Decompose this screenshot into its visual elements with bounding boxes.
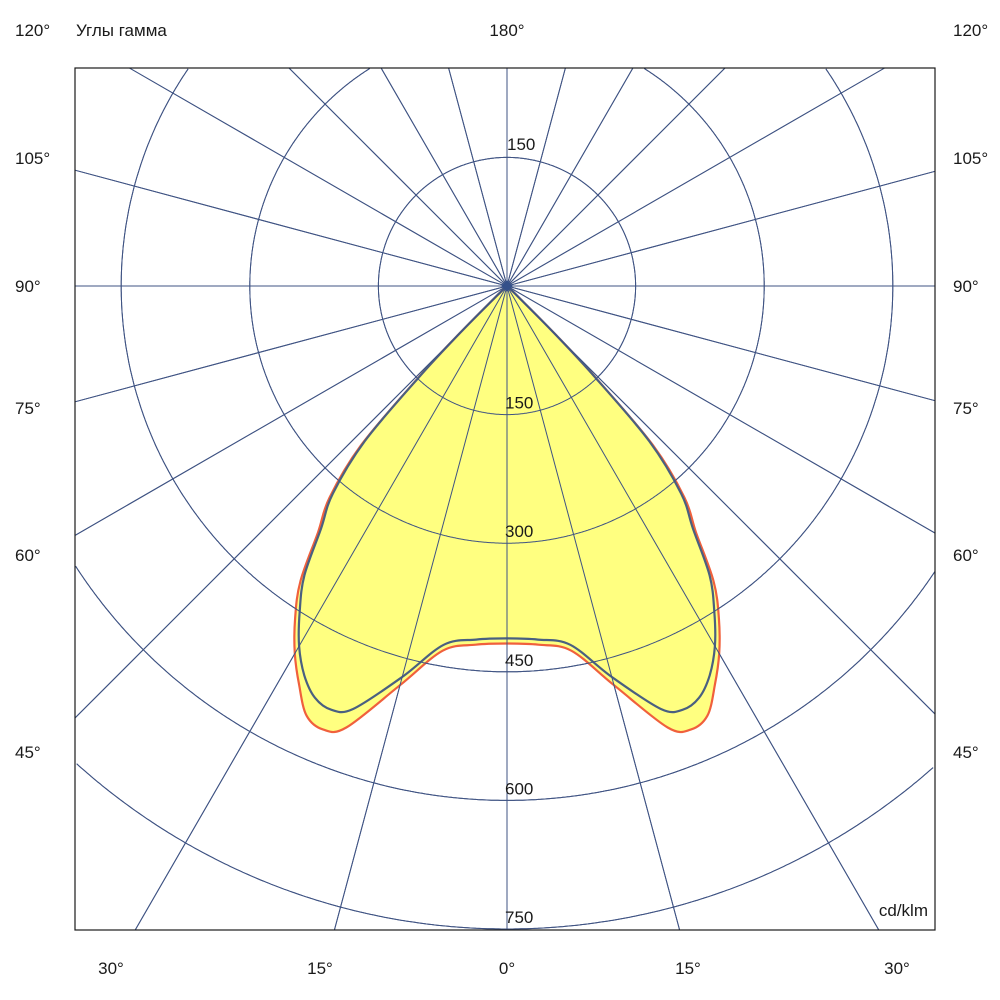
radial-line xyxy=(506,67,634,287)
angle-label-left: 90° xyxy=(15,277,41,296)
polar-grid-overlay xyxy=(74,67,936,931)
radial-line xyxy=(134,285,508,931)
radial-line xyxy=(129,67,508,287)
ring-label: 750 xyxy=(505,908,533,927)
angle-label-left: 75° xyxy=(15,399,41,418)
angle-label-bottom: 15° xyxy=(675,959,701,978)
unit-label: cd/klm xyxy=(879,901,928,920)
radial-line xyxy=(506,170,936,287)
ring-450 xyxy=(120,68,894,673)
radial-line xyxy=(74,169,508,287)
radial-line xyxy=(333,285,508,931)
radial-line xyxy=(506,285,936,534)
angle-label-right: 45° xyxy=(953,743,979,762)
angle-label-bottom: 15° xyxy=(307,959,333,978)
radial-line xyxy=(74,285,508,403)
radial-line xyxy=(506,285,936,715)
ring-label: 300 xyxy=(505,522,533,541)
ring-label: 600 xyxy=(505,779,533,798)
radial-line xyxy=(506,67,566,287)
radial-line xyxy=(506,67,885,287)
ring-label: 150 xyxy=(505,394,533,413)
ring-300 xyxy=(249,68,765,544)
angle-label-bottom: 0° xyxy=(499,959,515,978)
chart-title: Углы гамма xyxy=(76,21,167,40)
angle-label-bottom: 30° xyxy=(884,959,910,978)
labels: Углы гамма 180° cd/klm 150 150 300 450 600 75… xyxy=(15,21,988,978)
ring-label-top: 150 xyxy=(507,135,535,154)
angle-label-left: 45° xyxy=(15,743,41,762)
radial-line xyxy=(74,285,508,536)
radial-line xyxy=(506,285,681,931)
angle-label-bottom: 30° xyxy=(98,959,124,978)
ring-label: 450 xyxy=(505,651,533,670)
angle-label-right: 120° xyxy=(953,21,988,40)
angle-label-left: 120° xyxy=(15,21,50,40)
angle-label-right: 90° xyxy=(953,277,979,296)
angle-label-left: 60° xyxy=(15,546,41,565)
angle-label-right: 60° xyxy=(953,546,979,565)
ring-600 xyxy=(75,565,936,801)
radial-line xyxy=(448,67,508,287)
radial-line xyxy=(288,67,508,287)
radial-line xyxy=(380,67,508,287)
plot-frame xyxy=(74,67,936,931)
radial-line xyxy=(506,285,936,402)
center-marker xyxy=(501,280,513,292)
radial-line xyxy=(74,285,508,719)
radial-line xyxy=(506,285,880,931)
angle-label-right: 75° xyxy=(953,399,979,418)
top-angle-label: 180° xyxy=(489,21,524,40)
angle-label-left: 105° xyxy=(15,149,50,168)
ring-750 xyxy=(76,763,934,930)
angle-label-right: 105° xyxy=(953,149,988,168)
curves xyxy=(74,67,936,931)
radial-line xyxy=(506,67,726,287)
